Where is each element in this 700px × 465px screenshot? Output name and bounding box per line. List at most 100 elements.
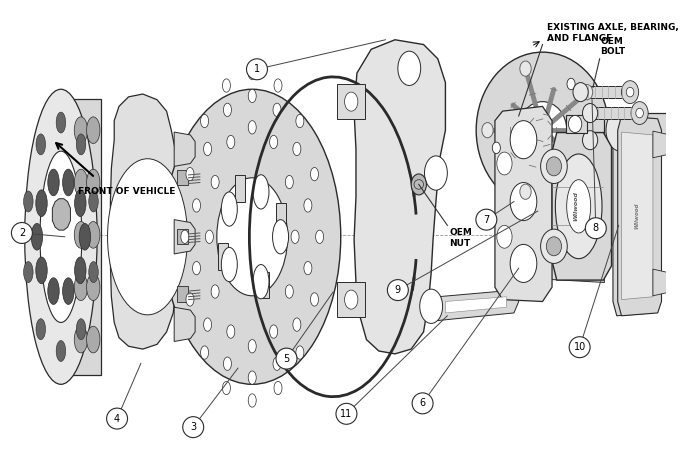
- Polygon shape: [552, 133, 612, 280]
- Text: 4: 4: [114, 413, 120, 424]
- Circle shape: [414, 179, 424, 189]
- Ellipse shape: [316, 230, 323, 244]
- Ellipse shape: [74, 326, 88, 353]
- Ellipse shape: [211, 175, 219, 189]
- Ellipse shape: [304, 261, 312, 275]
- Text: 10: 10: [573, 342, 586, 352]
- Ellipse shape: [223, 103, 232, 117]
- Ellipse shape: [193, 199, 200, 212]
- Polygon shape: [235, 175, 245, 202]
- Ellipse shape: [201, 114, 209, 128]
- Bar: [590, 107, 640, 119]
- Ellipse shape: [510, 120, 537, 159]
- Polygon shape: [51, 99, 101, 375]
- Circle shape: [476, 209, 497, 230]
- Ellipse shape: [582, 85, 593, 100]
- Text: 6: 6: [419, 399, 426, 408]
- Ellipse shape: [622, 81, 638, 104]
- Ellipse shape: [626, 87, 634, 97]
- Ellipse shape: [164, 89, 341, 384]
- Ellipse shape: [344, 92, 358, 111]
- Polygon shape: [174, 132, 195, 166]
- Ellipse shape: [193, 261, 200, 275]
- Ellipse shape: [204, 142, 211, 156]
- Text: 8: 8: [593, 223, 599, 233]
- Ellipse shape: [582, 160, 593, 176]
- Ellipse shape: [573, 83, 588, 102]
- Polygon shape: [174, 307, 195, 341]
- Polygon shape: [218, 244, 228, 270]
- Text: 2: 2: [19, 228, 25, 238]
- Polygon shape: [445, 297, 506, 313]
- Ellipse shape: [497, 152, 512, 175]
- Ellipse shape: [186, 167, 194, 181]
- Ellipse shape: [540, 229, 567, 264]
- Ellipse shape: [25, 89, 97, 384]
- Ellipse shape: [510, 245, 537, 282]
- Ellipse shape: [568, 115, 582, 133]
- Ellipse shape: [221, 192, 237, 226]
- Polygon shape: [337, 85, 365, 119]
- Ellipse shape: [546, 237, 561, 256]
- Ellipse shape: [56, 112, 66, 133]
- Ellipse shape: [291, 230, 299, 244]
- Ellipse shape: [248, 66, 256, 80]
- Polygon shape: [276, 203, 286, 230]
- Polygon shape: [519, 256, 604, 282]
- Text: Wilwood: Wilwood: [634, 203, 639, 229]
- Ellipse shape: [398, 51, 421, 86]
- Ellipse shape: [62, 278, 74, 305]
- Ellipse shape: [248, 339, 256, 353]
- Polygon shape: [566, 115, 587, 133]
- Polygon shape: [174, 219, 195, 254]
- Ellipse shape: [411, 174, 426, 195]
- Ellipse shape: [606, 109, 635, 151]
- Ellipse shape: [24, 191, 33, 212]
- Ellipse shape: [274, 381, 282, 395]
- Ellipse shape: [87, 326, 100, 353]
- Ellipse shape: [76, 134, 86, 155]
- Ellipse shape: [221, 247, 237, 282]
- Ellipse shape: [36, 319, 46, 339]
- Ellipse shape: [48, 169, 60, 196]
- Ellipse shape: [248, 120, 256, 134]
- Ellipse shape: [476, 52, 609, 208]
- Ellipse shape: [510, 183, 537, 220]
- Ellipse shape: [89, 262, 98, 283]
- Polygon shape: [337, 282, 365, 317]
- Text: Wilwood: Wilwood: [573, 192, 578, 221]
- Ellipse shape: [311, 167, 318, 181]
- Polygon shape: [622, 132, 653, 299]
- Circle shape: [585, 218, 606, 239]
- Circle shape: [106, 408, 127, 429]
- Ellipse shape: [274, 79, 282, 92]
- Ellipse shape: [87, 221, 100, 248]
- Ellipse shape: [272, 219, 288, 254]
- Ellipse shape: [62, 169, 74, 196]
- Ellipse shape: [520, 61, 531, 76]
- Ellipse shape: [205, 230, 214, 244]
- Ellipse shape: [89, 191, 98, 212]
- Ellipse shape: [546, 157, 561, 176]
- Ellipse shape: [36, 190, 47, 217]
- Circle shape: [183, 417, 204, 438]
- Ellipse shape: [36, 257, 47, 284]
- Ellipse shape: [181, 230, 189, 244]
- Ellipse shape: [36, 134, 46, 155]
- Ellipse shape: [217, 178, 288, 296]
- Circle shape: [412, 393, 433, 414]
- Text: FRONT OF VEHICLE: FRONT OF VEHICLE: [78, 187, 176, 196]
- Ellipse shape: [253, 175, 269, 209]
- Ellipse shape: [567, 179, 591, 233]
- Ellipse shape: [296, 114, 304, 128]
- Polygon shape: [613, 116, 657, 316]
- Ellipse shape: [518, 102, 567, 159]
- Bar: [690, 120, 700, 140]
- Ellipse shape: [296, 346, 304, 359]
- Ellipse shape: [223, 357, 232, 370]
- Circle shape: [387, 279, 408, 300]
- Ellipse shape: [204, 318, 211, 331]
- Ellipse shape: [248, 371, 256, 384]
- Ellipse shape: [286, 175, 293, 189]
- Polygon shape: [354, 40, 445, 354]
